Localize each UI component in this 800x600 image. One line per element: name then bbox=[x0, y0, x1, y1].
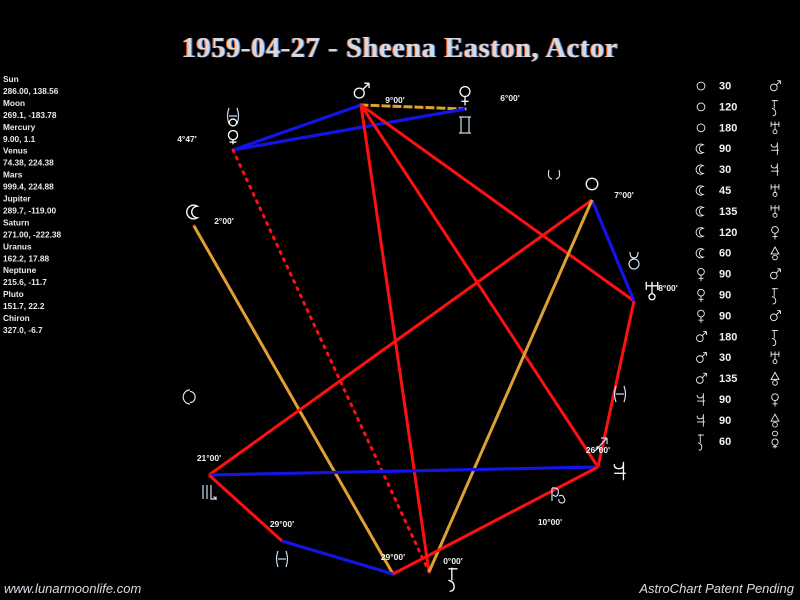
svg-text:26°00': 26°00' bbox=[586, 445, 610, 455]
svg-text:90: 90 bbox=[719, 290, 731, 302]
svg-text:21°00': 21°00' bbox=[197, 453, 221, 463]
svg-text:Uranus: Uranus bbox=[3, 241, 32, 251]
svg-text:Mercury: Mercury bbox=[3, 122, 36, 132]
svg-text:9.00, 1.1: 9.00, 1.1 bbox=[3, 134, 36, 144]
svg-text:327.0, -6.7: 327.0, -6.7 bbox=[3, 325, 43, 335]
svg-text:0°00': 0°00' bbox=[443, 556, 463, 566]
svg-text:Neptune: Neptune bbox=[3, 265, 37, 275]
svg-text:Moon: Moon bbox=[3, 98, 25, 108]
svg-text:30: 30 bbox=[719, 164, 731, 176]
svg-text:Chiron: Chiron bbox=[3, 313, 30, 323]
svg-text:215.6, -11.7: 215.6, -11.7 bbox=[3, 277, 47, 287]
svg-text:7°00': 7°00' bbox=[614, 190, 634, 200]
svg-text:Jupiter: Jupiter bbox=[3, 194, 31, 204]
svg-text:286.00, 138.56: 286.00, 138.56 bbox=[3, 86, 59, 96]
svg-text:90: 90 bbox=[719, 310, 731, 322]
svg-text:90: 90 bbox=[719, 269, 731, 281]
svg-text:Sun: Sun bbox=[3, 74, 19, 84]
svg-text:Saturn: Saturn bbox=[3, 217, 29, 227]
svg-text:90: 90 bbox=[719, 415, 731, 427]
svg-text:180: 180 bbox=[719, 122, 737, 134]
svg-text:10°00': 10°00' bbox=[538, 517, 562, 527]
svg-text:60: 60 bbox=[719, 248, 731, 260]
svg-text:135: 135 bbox=[719, 206, 737, 218]
svg-text:Pluto: Pluto bbox=[3, 289, 24, 299]
svg-text:4°47': 4°47' bbox=[177, 134, 197, 144]
svg-text:9°00': 9°00' bbox=[385, 95, 405, 105]
svg-text:90: 90 bbox=[719, 143, 731, 155]
svg-text:Mars: Mars bbox=[3, 170, 23, 180]
svg-text:180: 180 bbox=[719, 331, 737, 343]
svg-text:135: 135 bbox=[719, 373, 737, 385]
svg-text:2°00': 2°00' bbox=[214, 216, 234, 226]
svg-text:120: 120 bbox=[719, 101, 737, 113]
svg-text:45: 45 bbox=[719, 185, 731, 197]
svg-text:289.7, -119.00: 289.7, -119.00 bbox=[3, 205, 56, 215]
svg-text:162.2, 17.88: 162.2, 17.88 bbox=[3, 253, 50, 263]
svg-text:6°00': 6°00' bbox=[500, 93, 520, 103]
svg-text:999.4, 224.88: 999.4, 224.88 bbox=[3, 182, 54, 192]
svg-text:29°00': 29°00' bbox=[270, 519, 294, 529]
svg-text:8°00': 8°00' bbox=[658, 283, 678, 293]
svg-text:120: 120 bbox=[719, 227, 737, 239]
svg-text:29°00': 29°00' bbox=[381, 552, 405, 562]
svg-text:74.38, 224.38: 74.38, 224.38 bbox=[3, 158, 54, 168]
svg-text:Venus: Venus bbox=[3, 146, 28, 156]
svg-text:269.1, -183.78: 269.1, -183.78 bbox=[3, 110, 57, 120]
svg-text:90: 90 bbox=[719, 394, 731, 406]
svg-text:151.7, 22.2: 151.7, 22.2 bbox=[3, 301, 45, 311]
svg-text:271.00, -222.38: 271.00, -222.38 bbox=[3, 229, 62, 239]
svg-text:30: 30 bbox=[719, 352, 731, 364]
svg-text:60: 60 bbox=[719, 436, 731, 448]
svg-text:30: 30 bbox=[719, 81, 731, 93]
